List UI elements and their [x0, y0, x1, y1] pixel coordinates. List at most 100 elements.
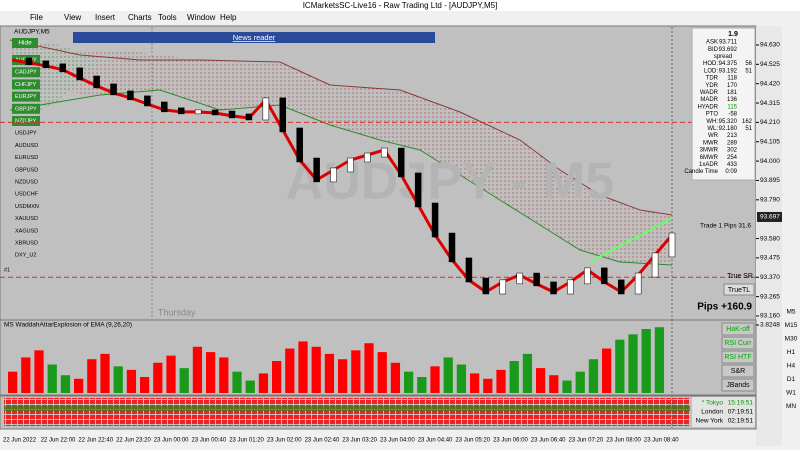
y-tick-label: 93.790 — [760, 197, 780, 204]
indicator-tick-label: 3.8248 — [760, 322, 780, 329]
symbol-button-label[interactable]: USDCHF — [15, 192, 39, 198]
info-value: 118 — [727, 76, 737, 82]
true-tl-button[interactable] — [723, 283, 755, 296]
timeframe-button[interactable]: W1 — [786, 390, 796, 397]
menu-item[interactable]: File — [30, 13, 43, 22]
window-title: ICMarketsSC-Live16 - Raw Trading Ltd - [… — [303, 1, 498, 10]
info-label: WADR — [700, 90, 719, 96]
candle — [448, 232, 456, 263]
symbol-button[interactable] — [12, 103, 40, 114]
candle — [330, 167, 337, 183]
y-tick-label: 94.105 — [760, 138, 780, 145]
y-tick-label: 93.160 — [760, 313, 780, 320]
candle — [194, 109, 202, 115]
symbol-button-label[interactable]: USDJPY — [15, 131, 37, 137]
indicator-button-label: S&R — [731, 368, 745, 375]
symbol-button[interactable] — [12, 91, 40, 102]
y-tick-label: 93.475 — [760, 255, 780, 262]
right-toolbar — [782, 26, 800, 450]
candle — [347, 157, 354, 173]
symbol-button-label[interactable]: GBPUSD — [15, 167, 38, 173]
symbol-button-label[interactable]: EURUSD — [15, 155, 38, 161]
menu-item[interactable]: View — [64, 13, 81, 22]
time-axis — [0, 430, 756, 450]
x-tick-label: 23 Jun 03:20 — [342, 438, 377, 444]
symbol-button-label[interactable]: GBPJPY — [15, 106, 37, 112]
candle — [414, 172, 422, 208]
timeframe-button[interactable]: M15 — [785, 322, 798, 329]
x-tick-label: 23 Jun 02:40 — [305, 438, 340, 444]
menu-item[interactable]: Insert — [95, 13, 116, 22]
x-tick-label: 23 Jun 00:40 — [192, 438, 227, 444]
histogram-bar — [522, 353, 533, 393]
histogram-bar — [549, 375, 559, 393]
menu-item[interactable]: Window — [187, 13, 216, 22]
symbol-button[interactable] — [12, 67, 40, 78]
histogram-bar — [615, 339, 625, 393]
candle — [177, 107, 185, 115]
timeframe-button[interactable]: MN — [786, 403, 796, 410]
symbol-button-label[interactable]: CADJPY — [15, 70, 37, 76]
histogram-bar — [113, 366, 123, 393]
candle — [110, 83, 117, 96]
info-value: 433 — [727, 162, 738, 168]
timeframe-button[interactable]: M5 — [786, 309, 795, 316]
x-tick-label: 23 Jun 06:40 — [531, 438, 566, 444]
symbol-button-label[interactable]: AUDUSD — [15, 143, 38, 149]
x-tick-label: 23 Jun 01:20 — [229, 438, 264, 444]
candle — [161, 101, 168, 113]
symbol-button-label[interactable]: XAUUSD — [15, 216, 38, 222]
indicator-button[interactable] — [721, 350, 755, 364]
menu-item[interactable]: Help — [220, 13, 237, 22]
session-grid — [4, 398, 690, 426]
indicator-button[interactable] — [721, 378, 755, 392]
true-sr-label: True SR — [727, 273, 753, 280]
symbol-button-label[interactable]: EURJPY — [15, 94, 37, 100]
symbol-button-label[interactable]: CHFJPY — [15, 82, 37, 88]
indicator-button[interactable] — [721, 364, 755, 378]
day-label: Thursday — [158, 307, 196, 317]
histogram-bar — [272, 360, 282, 393]
histogram-bar — [166, 355, 176, 393]
candle — [25, 57, 33, 66]
info-panel — [691, 27, 756, 181]
info-label: TDR — [706, 76, 719, 82]
symbol-button-label[interactable]: XBRUSD — [15, 240, 38, 246]
histogram-bar — [285, 348, 295, 393]
price-axis — [756, 26, 782, 446]
indicator-button[interactable] — [721, 336, 755, 350]
hide-button[interactable] — [12, 38, 38, 48]
candle — [59, 63, 67, 73]
symbol-button[interactable] — [12, 79, 40, 90]
symbol-button[interactable] — [12, 116, 40, 126]
info-value: 95.320 — [719, 119, 738, 125]
news-reader-label: News reader — [233, 33, 276, 42]
symbol-button-label[interactable]: USDMXN — [15, 204, 39, 210]
info-value: 162 — [742, 119, 753, 125]
x-tick-label: 23 Jun 08:40 — [644, 438, 679, 444]
histogram-bar — [509, 360, 519, 393]
timeframe-button[interactable]: M30 — [785, 336, 798, 343]
y-tick-label: 94.315 — [760, 100, 780, 107]
x-tick-label: 23 Jun 06:00 — [493, 438, 528, 444]
pips-total: Pips +160.9 — [697, 302, 752, 313]
symbol-button-label[interactable]: NZDJPY — [15, 118, 37, 124]
price-line — [11, 58, 674, 294]
symbol-button-label[interactable]: NZDUSD — [15, 179, 38, 185]
info-label: MWR — [703, 140, 719, 146]
timeframe-button[interactable]: H1 — [787, 349, 796, 356]
menu-item[interactable]: Tools — [158, 13, 177, 22]
timeframe-button[interactable]: D1 — [787, 376, 796, 383]
indicator-button[interactable] — [721, 322, 755, 336]
news-reader-bar[interactable] — [73, 32, 435, 43]
info-label: YDR — [705, 83, 718, 89]
y-tick-label: 94.525 — [760, 61, 780, 68]
symbol-button-label[interactable]: XAGUSD — [15, 228, 38, 234]
menu-item[interactable]: Charts — [128, 13, 152, 22]
symbol-button-label[interactable]: DXY_U2 — [15, 253, 36, 259]
candle — [144, 95, 151, 107]
histogram-bar — [34, 350, 44, 393]
timeframe-button[interactable]: H4 — [787, 363, 796, 370]
